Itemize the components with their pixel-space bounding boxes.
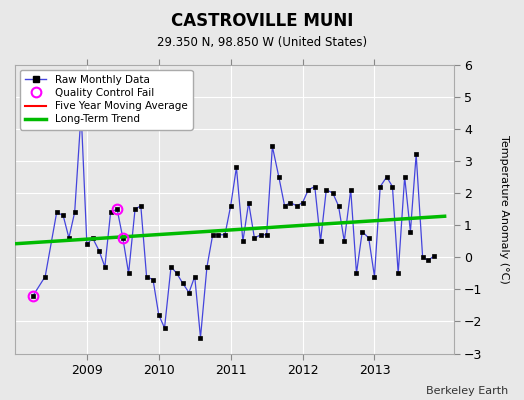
- Text: Berkeley Earth: Berkeley Earth: [426, 386, 508, 396]
- Legend: Raw Monthly Data, Quality Control Fail, Five Year Moving Average, Long-Term Tren: Raw Monthly Data, Quality Control Fail, …: [20, 70, 192, 130]
- Text: 29.350 N, 98.850 W (United States): 29.350 N, 98.850 W (United States): [157, 36, 367, 49]
- Text: CASTROVILLE MUNI: CASTROVILLE MUNI: [171, 12, 353, 30]
- Y-axis label: Temperature Anomaly (°C): Temperature Anomaly (°C): [499, 135, 509, 284]
